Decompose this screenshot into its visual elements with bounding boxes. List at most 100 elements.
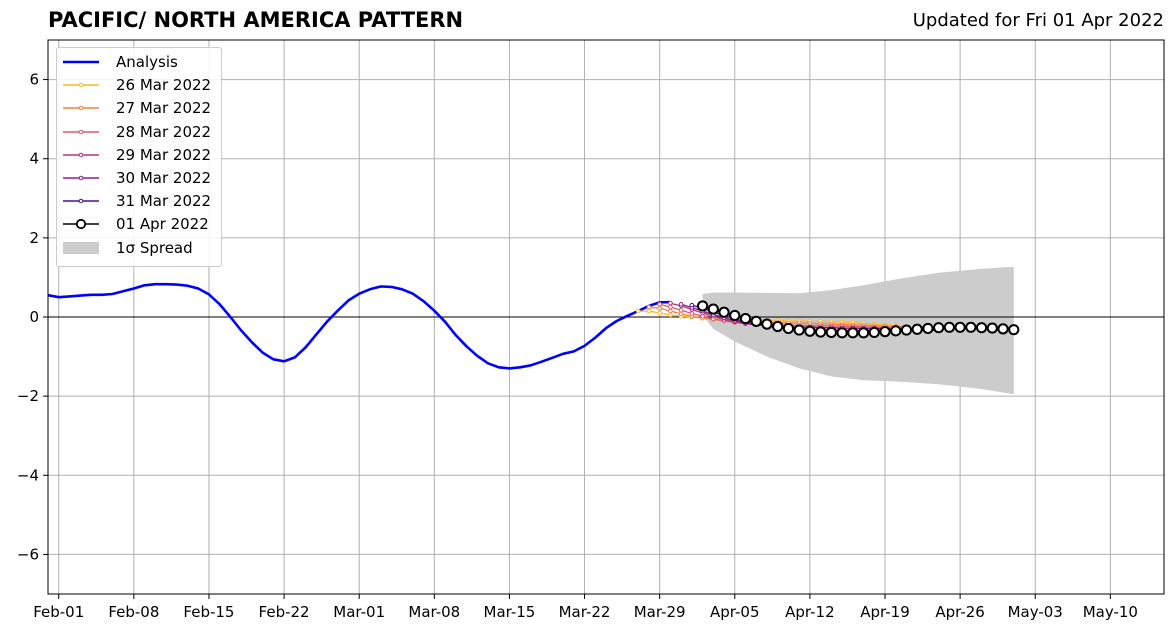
forecast-point [857,327,870,339]
forecast-point [761,318,773,330]
y-tick-label: −4 [17,466,39,484]
x-tick-label: May-10 [1083,603,1138,621]
x-tick-label: Apr-05 [710,603,760,621]
legend-label: 30 Mar 2022 [116,169,212,187]
legend-swatch [63,129,99,134]
series-analysis [48,282,671,370]
x-tick-label: Feb-22 [259,603,310,621]
forecast-point [668,308,673,314]
forecast-point [657,302,662,307]
forecast-point [657,305,662,311]
forecast-point [635,308,641,314]
forecast-point [847,327,859,339]
forecast-point [668,304,673,310]
forecast-point [933,322,945,334]
forecast-point [750,315,762,327]
forecast-point [646,308,652,314]
legend-item: 29 Mar 2022 [63,144,219,166]
forecast-point [689,311,695,316]
forecast-point [668,300,673,306]
legend-label: 1σ Spread [116,238,193,257]
y-tick-label: 2 [29,229,39,247]
x-tick-label: Feb-08 [108,603,159,621]
legend-swatch [63,60,99,64]
x-tick-label: Feb-15 [183,603,234,621]
forecast-point [689,302,695,308]
chart-legend: Analysis 26 Mar 2022 27 Mar 2022 28 Mar 202… [56,47,222,267]
legend-swatch [63,152,99,158]
forecast-point [678,311,684,317]
forecast-point [975,322,988,334]
legend-item: Analysis [63,51,219,73]
plot-area [48,266,1164,395]
forecast-point [696,300,709,312]
legend-swatch [63,219,99,230]
forecast-point [1008,324,1020,336]
legend-swatch [63,241,99,254]
legend-label: 31 Mar 2022 [116,192,212,211]
y-tick-label: 4 [29,150,39,168]
forecast-point [890,325,902,337]
forecast-point [772,320,784,333]
legend-label: 29 Mar 2022 [116,145,212,164]
legend-item: 26 Mar 2022 [63,74,219,96]
x-tick-label: May-03 [1008,603,1063,621]
forecast-point [943,321,955,333]
x-tick-label: Apr-12 [785,603,835,621]
forecast-point [836,327,848,339]
y-tick-label: −2 [17,387,39,405]
y-tick-label: 6 [29,71,39,89]
legend-swatch [63,106,99,111]
forecast-point [825,326,837,339]
legend-item: 31 Mar 2022 [63,190,219,212]
forecast-point [922,322,934,335]
forecast-point [900,324,913,336]
legend-label: Analysis [116,53,178,71]
forecast-point [782,322,795,335]
forecast-point [739,312,752,325]
forecast-point [729,309,741,322]
x-tick-label: Mar-15 [484,603,536,621]
legend-label: 28 Mar 2022 [116,122,212,141]
chart-subtitle: Updated for Fri 01 Apr 2022 [912,10,1164,31]
forecast-point [879,326,891,338]
legend-swatch [63,82,99,88]
forecast-point [997,323,1009,335]
forecast-point [965,321,977,333]
forecast-point [868,326,880,339]
legend-label: 01 Apr 2022 [116,215,209,234]
y-tick-label: 0 [29,308,39,326]
legend-swatch [63,175,99,181]
legend-item: 1σ Spread [63,237,219,259]
forecast-point [954,321,966,333]
legend-item: 27 Mar 2022 [63,97,219,119]
forecast-point [657,310,662,316]
forecast-point [678,307,684,313]
forecast-point [668,312,673,318]
legend-label: 26 Mar 2022 [116,76,212,95]
forecast-point [678,302,684,307]
forecast-point [718,306,730,318]
forecast-point [911,323,923,335]
legend-item: 01 Apr 2022 [63,213,219,235]
x-tick-label: Feb-01 [33,603,84,621]
chart-title: PACIFIC/ NORTH AMERICA PATTERN [48,8,464,32]
legend-item: 28 Mar 2022 [63,121,219,143]
x-tick-label: Apr-26 [935,603,985,621]
forecast-point [646,304,652,310]
forecast-point [804,325,816,337]
x-tick-label: Mar-01 [333,603,385,621]
x-tick-label: Apr-19 [860,603,910,621]
x-tick-label: Mar-29 [634,603,686,621]
forecast-point [793,324,805,336]
legend-item: 30 Mar 2022 [63,167,219,189]
forecast-point [815,326,827,338]
forecast-point [707,303,719,315]
y-tick-label: −6 [17,545,39,563]
legend-swatch [63,198,99,204]
x-tick-label: Mar-22 [559,603,611,621]
forecast-point [986,322,998,334]
x-tick-label: Mar-08 [408,603,460,621]
legend-label: 27 Mar 2022 [116,99,212,118]
